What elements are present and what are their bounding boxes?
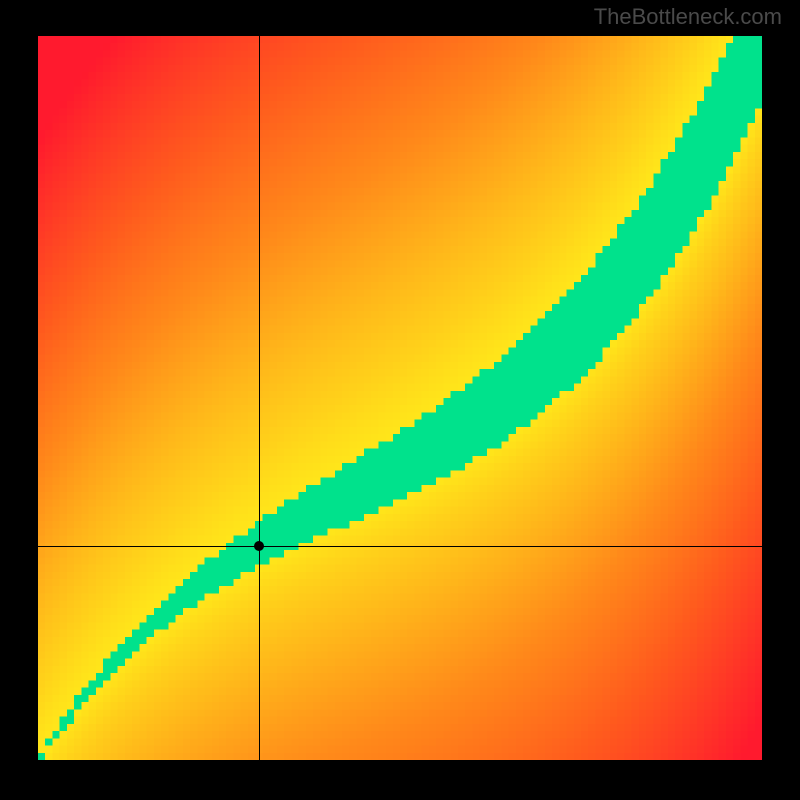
bottleneck-heatmap [38,36,762,760]
crosshair-marker [254,541,264,551]
heatmap-canvas [38,36,762,760]
crosshair-horizontal [38,546,762,547]
attribution-text: TheBottleneck.com [594,4,782,30]
crosshair-vertical [259,36,260,760]
